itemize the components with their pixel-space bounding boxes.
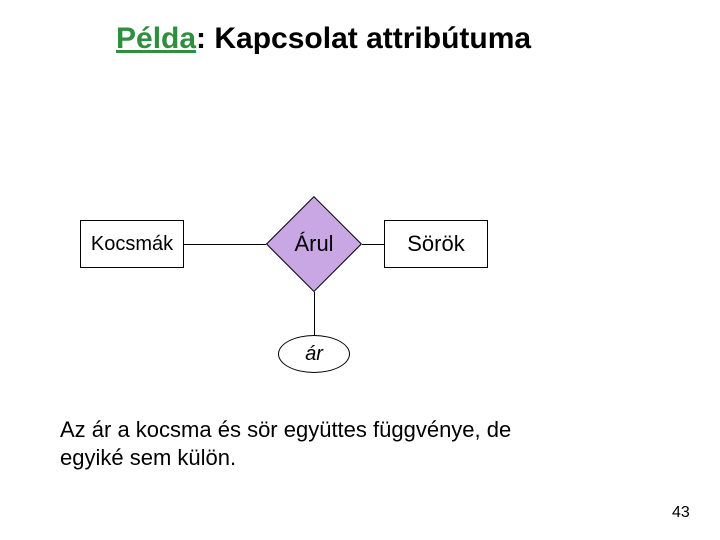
edge-left bbox=[184, 244, 266, 245]
title-right: : Kapcsolat attribútuma bbox=[196, 22, 531, 55]
attribute-label: ár bbox=[305, 343, 323, 366]
body-line2: egyiké sem külön. bbox=[60, 444, 511, 472]
relationship-label-wrap: Árul bbox=[266, 196, 362, 292]
entity-left: Kocsmák bbox=[80, 220, 184, 268]
edge-right bbox=[362, 244, 384, 245]
page-number: 43 bbox=[672, 504, 690, 522]
body-line1: Az ár a kocsma és sör együttes függvénye… bbox=[60, 416, 511, 444]
relationship-label: Árul bbox=[294, 231, 333, 257]
relationship-diamond: Árul bbox=[266, 196, 362, 292]
entity-left-label: Kocsmák bbox=[91, 233, 173, 256]
attribute-oval: ár bbox=[278, 335, 350, 373]
entity-right-label: Sörök bbox=[407, 231, 464, 257]
title-left: Példa bbox=[116, 22, 196, 55]
slide-title: Példa: Kapcsolat attribútuma bbox=[116, 22, 531, 56]
edge-down bbox=[314, 292, 315, 335]
body-text: Az ár a kocsma és sör együttes függvénye… bbox=[60, 416, 511, 472]
entity-right: Sörök bbox=[384, 220, 488, 268]
